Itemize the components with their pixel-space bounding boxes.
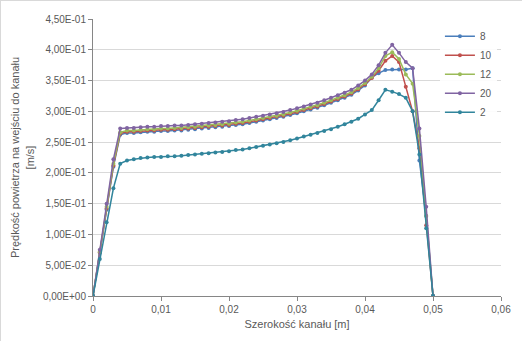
- svg-text:8: 8: [480, 31, 486, 42]
- svg-text:4,00E-01: 4,00E-01: [45, 44, 86, 55]
- svg-text:1,50E-01: 1,50E-01: [45, 198, 86, 209]
- svg-text:2,50E-01: 2,50E-01: [45, 137, 86, 148]
- svg-text:0,00E+00: 0,00E+00: [43, 291, 87, 302]
- svg-text:0,05: 0,05: [423, 304, 443, 315]
- svg-text:5,00E-02: 5,00E-02: [45, 260, 86, 271]
- svg-text:10: 10: [480, 50, 492, 61]
- svg-text:0: 0: [90, 304, 96, 315]
- svg-text:0,01: 0,01: [151, 304, 171, 315]
- svg-text:Prędkość powietrza na wejściu: Prędkość powietrza na wejściu do kanału[…: [9, 57, 35, 258]
- svg-text:3,50E-01: 3,50E-01: [45, 75, 86, 86]
- svg-text:0,06: 0,06: [491, 304, 511, 315]
- svg-text:0,02: 0,02: [219, 304, 239, 315]
- svg-text:3,00E-01: 3,00E-01: [45, 106, 86, 117]
- svg-text:0,04: 0,04: [355, 304, 375, 315]
- svg-text:4,50E-01: 4,50E-01: [45, 14, 86, 25]
- svg-text:0,03: 0,03: [287, 304, 307, 315]
- svg-text:2: 2: [480, 107, 486, 118]
- svg-text:Szerokość kanału [m]: Szerokość kanału [m]: [244, 318, 349, 330]
- svg-text:1,00E-01: 1,00E-01: [45, 229, 86, 240]
- svg-text:12: 12: [480, 69, 492, 80]
- svg-text:20: 20: [480, 88, 492, 99]
- svg-text:2,00E-01: 2,00E-01: [45, 167, 86, 178]
